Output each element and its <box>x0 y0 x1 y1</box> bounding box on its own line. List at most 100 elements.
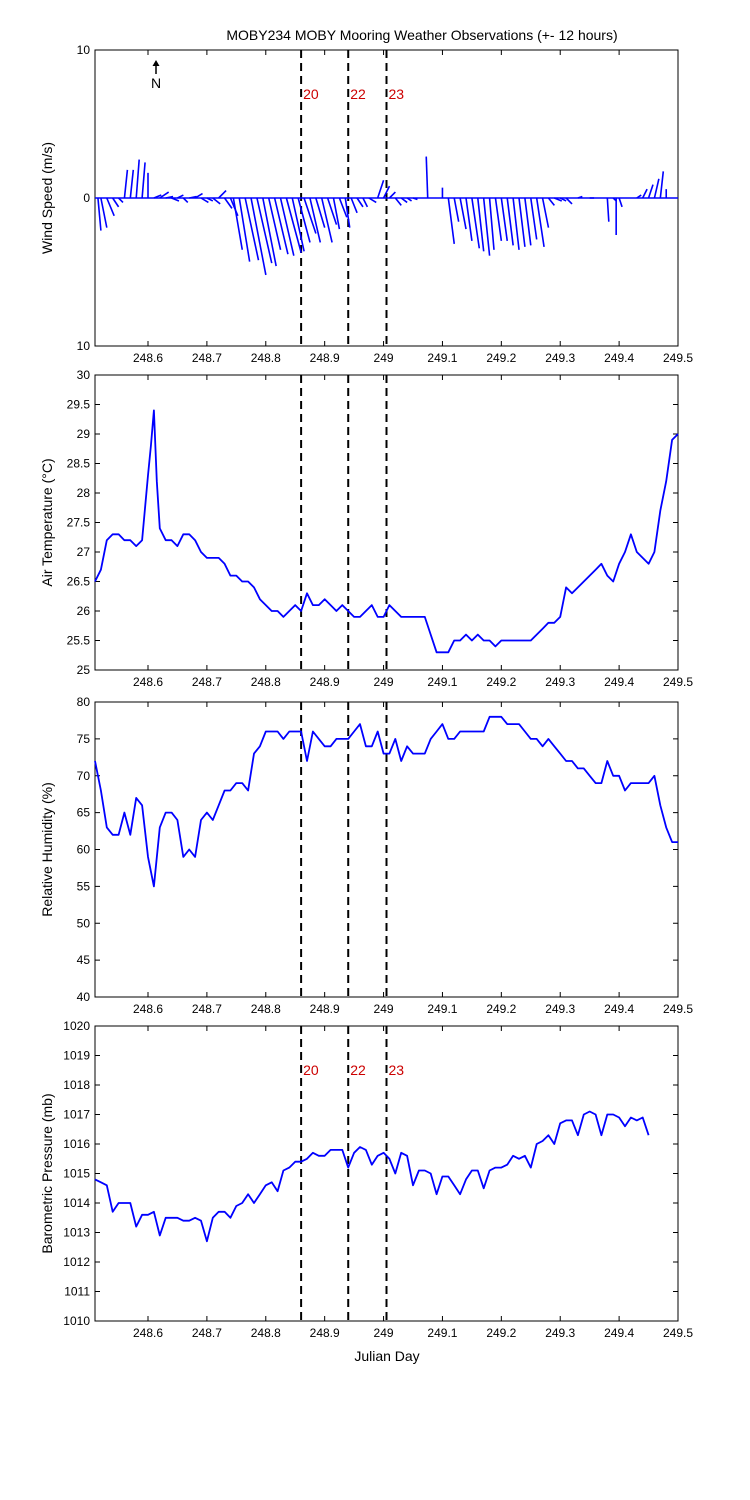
wind-vector <box>425 156 429 199</box>
wind-vector <box>368 197 377 204</box>
humidity-y-tick-label: 40 <box>77 990 91 1004</box>
north-label: N <box>151 75 161 91</box>
airtemp-x-tick-label: 249.4 <box>604 675 634 689</box>
pressure-y-tick-label: 1014 <box>63 1196 90 1210</box>
pressure-event-marker-label: 20 <box>303 1062 319 1078</box>
wind-event-marker-label: 20 <box>303 86 319 102</box>
wind-event-marker-label: 22 <box>350 86 366 102</box>
wind-vector <box>250 197 267 276</box>
wind-vector <box>165 195 174 199</box>
humidity-x-tick-label: 248.6 <box>133 1002 163 1016</box>
wind-vector <box>471 197 481 249</box>
wind-vector <box>488 197 495 250</box>
wind-vector <box>344 197 351 228</box>
wind-vector <box>494 197 503 242</box>
pressure-x-tick-label: 249.3 <box>545 1326 575 1340</box>
airtemp-x-tick-label: 248.7 <box>192 675 222 689</box>
wind-vector <box>618 197 623 208</box>
humidity-x-tick-label: 248.8 <box>251 1002 281 1016</box>
pressure-y-tick-label: 1010 <box>63 1314 90 1328</box>
pressure-y-tick-label: 1016 <box>63 1137 90 1151</box>
wind-x-tick-label: 248.9 <box>310 351 340 365</box>
wind-vector <box>518 197 526 247</box>
pressure-y-tick-label: 1020 <box>63 1019 90 1033</box>
wind-vector <box>326 197 338 225</box>
pressure-event-marker-label: 23 <box>389 1062 405 1078</box>
wind-vector <box>223 197 233 209</box>
pressure-y-tick-label: 1019 <box>63 1049 90 1063</box>
wind-vector <box>362 197 369 208</box>
wind-vector <box>641 188 648 199</box>
wind-vector <box>303 197 317 234</box>
wind-vector <box>267 197 282 250</box>
airtemp-y-tick-label: 27 <box>77 545 91 559</box>
wind-vector <box>159 191 170 199</box>
humidity-y-axis-label: Relative Humidity (%) <box>39 782 55 917</box>
humidity-y-tick-label: 65 <box>77 806 91 820</box>
wind-vector <box>273 197 289 255</box>
wind-vector <box>547 197 555 206</box>
x-axis-label: Julian Day <box>354 1348 419 1364</box>
wind-vector <box>189 195 197 199</box>
wind-vector <box>232 197 244 250</box>
wind-vector <box>100 197 108 228</box>
wind-x-tick-label: 249.5 <box>663 351 693 365</box>
wind-vector <box>577 195 583 199</box>
pressure-y-tick-label: 1017 <box>63 1108 90 1122</box>
wind-vector <box>285 197 302 253</box>
figure-title: MOBY234 MOBY Mooring Weather Observation… <box>226 27 617 43</box>
wind-vector <box>388 191 396 199</box>
humidity-x-tick-label: 249.2 <box>486 1002 516 1016</box>
pressure-y-tick-label: 1012 <box>63 1255 90 1269</box>
humidity-series-line <box>94 715 678 888</box>
wind-vector <box>123 169 129 199</box>
wind-x-tick-label: 248.7 <box>192 351 222 365</box>
wind-vector <box>182 197 189 204</box>
north-arrow-head-icon <box>152 60 160 66</box>
airtemp-x-tick-label: 249 <box>374 675 394 689</box>
wind-vector <box>315 197 326 228</box>
airtemp-x-tick-label: 249.3 <box>545 675 575 689</box>
pressure-x-tick-label: 248.7 <box>192 1326 222 1340</box>
wind-x-tick-label: 249.1 <box>427 351 457 365</box>
humidity-y-tick-label: 45 <box>77 953 91 967</box>
wind-vector <box>400 197 408 204</box>
wind-vector <box>206 197 214 202</box>
wind-vector <box>447 197 456 244</box>
wind-vector <box>256 197 273 264</box>
wind-y-axis-label: Wind Speed (m/s) <box>39 142 55 254</box>
pressure-series-line <box>94 1110 650 1243</box>
humidity-y-tick-label: 75 <box>77 732 91 746</box>
wind-vector <box>500 197 509 242</box>
wind-vector <box>244 197 260 261</box>
wind-y-tick-label: 0 <box>83 191 90 205</box>
wind-vector <box>659 171 665 199</box>
pressure-y-tick-label: 1013 <box>63 1226 90 1240</box>
wind-vector <box>382 185 391 199</box>
wind-vector <box>459 197 467 230</box>
pressure-x-tick-label: 249.1 <box>427 1326 457 1340</box>
wind-vector <box>117 197 124 204</box>
wind-vector <box>350 197 358 214</box>
wind-x-tick-label: 248.6 <box>133 351 163 365</box>
wind-vector <box>129 169 135 199</box>
pressure-x-tick-label: 249.4 <box>604 1326 634 1340</box>
humidity-y-tick-label: 80 <box>77 695 91 709</box>
airtemp-x-tick-label: 248.9 <box>310 675 340 689</box>
pressure-x-tick-label: 249 <box>374 1326 394 1340</box>
humidity-y-tick-label: 55 <box>77 879 91 893</box>
pressure-x-tick-label: 249.5 <box>663 1326 693 1340</box>
wind-vector <box>541 197 550 228</box>
wind-vector <box>476 197 485 252</box>
humidity-x-tick-label: 249.5 <box>663 1002 693 1016</box>
wind-vector <box>506 197 514 246</box>
wind-vector <box>376 179 385 199</box>
humidity-y-tick-label: 60 <box>77 843 91 857</box>
humidity-x-tick-label: 249.4 <box>604 1002 634 1016</box>
wind-vector <box>559 197 567 202</box>
wind-x-tick-label: 249.4 <box>604 351 634 365</box>
wind-vector <box>465 197 473 242</box>
wind-vector <box>394 197 402 206</box>
wind-vector <box>135 159 140 199</box>
wind-vector <box>412 197 418 201</box>
